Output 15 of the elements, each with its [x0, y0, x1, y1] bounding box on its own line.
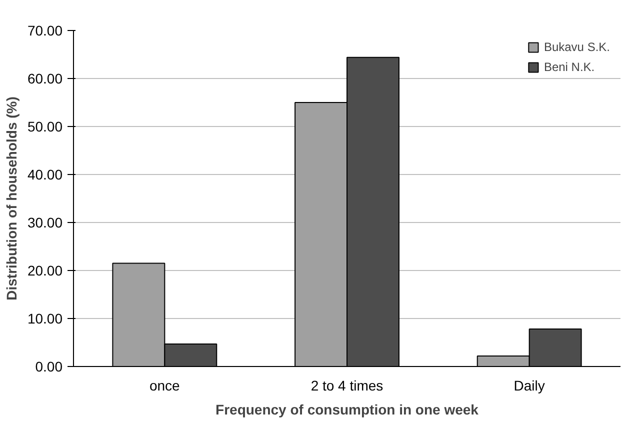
y-axis-title: Distribution of households (%): [3, 96, 20, 300]
x-tick-label: once: [149, 378, 180, 394]
y-tick-label: 30.00: [27, 214, 63, 230]
x-axis-title: Frequency of consumption in one week: [216, 402, 479, 418]
legend-label: Bukavu S.K.: [544, 40, 610, 54]
y-tick-label: 40.00: [27, 166, 63, 182]
y-tick-label: 60.00: [27, 70, 63, 86]
y-tick-label: 20.00: [27, 262, 63, 278]
legend-label: Beni N.K.: [544, 60, 595, 74]
y-tick-label: 50.00: [27, 118, 63, 134]
x-tick-label: Daily: [514, 378, 545, 394]
x-tick-label: 2 to 4 times: [310, 378, 384, 394]
y-tick-label: 70.00: [27, 22, 63, 38]
y-tick-label: 10.00: [27, 310, 63, 326]
y-tick-label: 0.00: [35, 358, 63, 374]
